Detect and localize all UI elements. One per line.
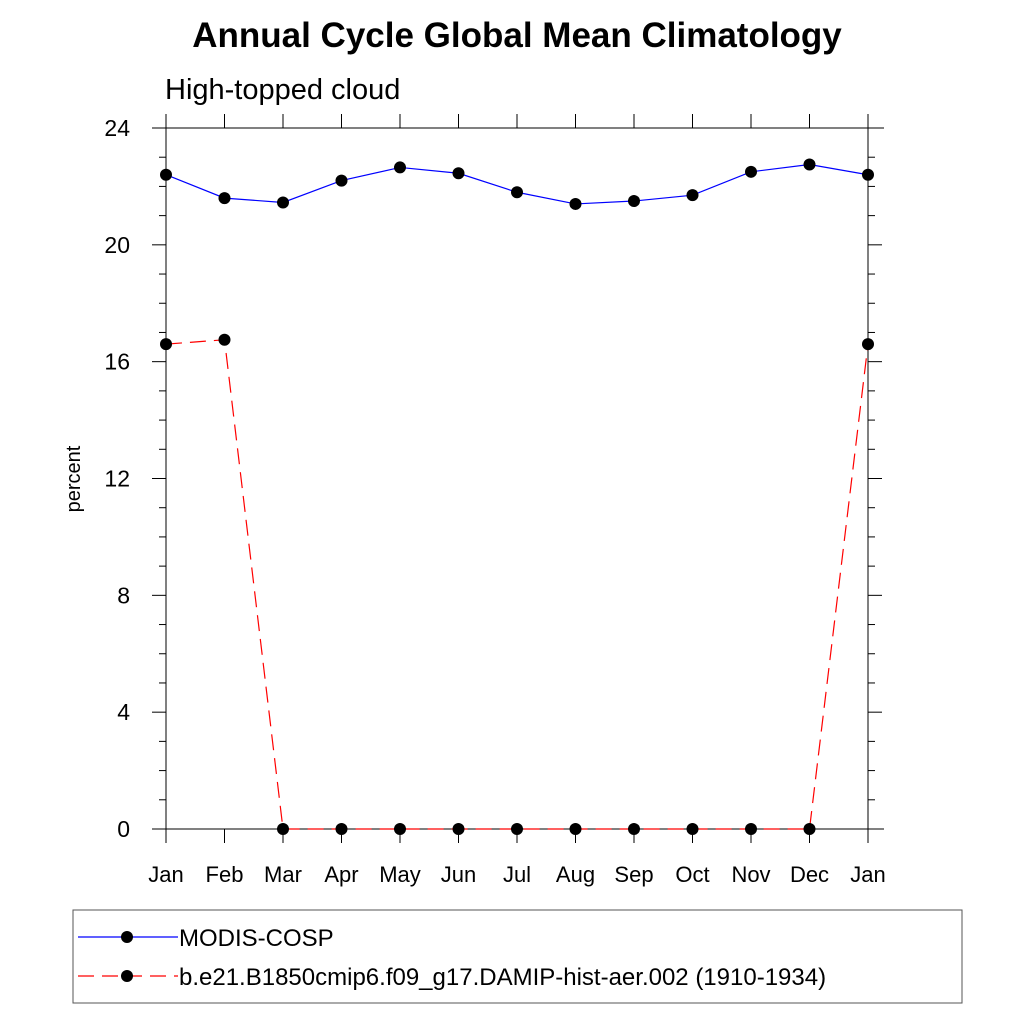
data-point (511, 186, 523, 199)
x-tick-label: Jul (503, 862, 531, 887)
x-tick-label: Jan (148, 862, 183, 887)
data-point (218, 192, 231, 205)
series-1 (160, 158, 874, 210)
data-point (160, 168, 172, 181)
series-line (165, 339, 869, 830)
data-point (803, 158, 816, 171)
data-point (394, 823, 406, 835)
series-2 (160, 333, 874, 835)
y-tick-label: 20 (104, 232, 130, 258)
data-point (335, 174, 348, 187)
data-point (218, 333, 231, 346)
x-tick-label: Jan (850, 862, 885, 887)
legend-label: b.e21.B1850cmip6.f09_g17.DAMIP-hist-aer.… (179, 964, 826, 991)
plot-frame (165, 127, 869, 830)
data-point (686, 189, 699, 202)
data-point (862, 168, 874, 181)
data-point (394, 161, 406, 174)
legend-label: MODIS-COSP (179, 925, 334, 952)
x-tick-label: Mar (264, 862, 302, 887)
x-tick-label: May (379, 862, 421, 887)
legend: MODIS-COSP b.e21.B1850cmip6.f09_g17.DAMIP… (78, 925, 826, 991)
data-point (569, 197, 582, 210)
legend-box (72, 909, 963, 1004)
x-tick-label: Nov (731, 862, 770, 887)
legend-marker (121, 931, 133, 943)
data-point (569, 823, 582, 835)
y-tick-label: 16 (104, 349, 130, 375)
x-tick-label: Apr (324, 862, 358, 887)
chart-title: Annual Cycle Global Mean Climatology (192, 16, 842, 55)
data-point (686, 823, 699, 835)
data-point (745, 823, 757, 835)
data-point (803, 823, 816, 835)
chart-subtitle: High-topped cloud (165, 74, 400, 106)
x-tick-label: Jun (441, 862, 476, 887)
plot-area (160, 158, 874, 835)
x-tick-label: Feb (206, 862, 244, 887)
x-tick-label: Sep (614, 862, 653, 887)
data-point (745, 165, 757, 178)
data-point (628, 823, 640, 835)
y-axis-label: percent (63, 445, 85, 512)
y-tick-label: 8 (117, 582, 130, 608)
data-point (277, 823, 289, 835)
data-point (452, 823, 465, 835)
axes: 0 4 8 12 16 20 24 Jan Feb Mar Apr May Jun Jul Aug Sep Oc… (104, 114, 886, 887)
data-point (511, 823, 523, 835)
x-tick-label: Aug (556, 862, 595, 887)
y-tick-label: 24 (104, 115, 130, 141)
data-point (452, 167, 465, 180)
data-point (335, 823, 348, 835)
data-point (160, 338, 172, 351)
y-tick-label: 12 (104, 466, 130, 492)
data-point (628, 195, 640, 208)
x-tick-label: Dec (790, 862, 829, 887)
x-tick-label: Oct (675, 862, 709, 887)
legend-marker (121, 970, 133, 982)
data-point (277, 196, 289, 209)
y-tick-label: 4 (117, 699, 130, 725)
y-tick-label: 0 (117, 816, 130, 842)
data-point (862, 338, 874, 351)
